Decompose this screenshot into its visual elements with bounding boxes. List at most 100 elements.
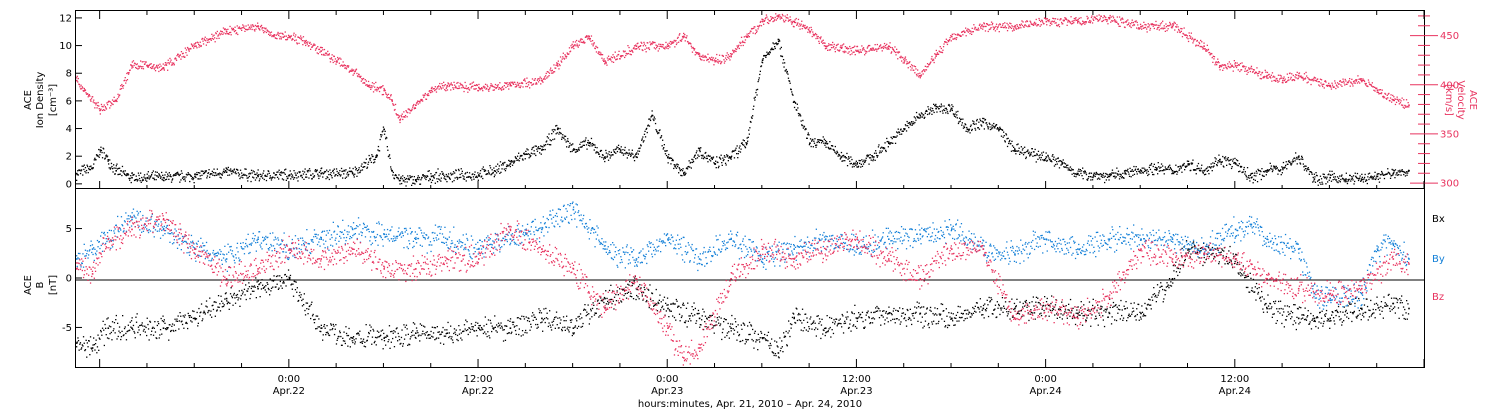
velocity-point [869,49,871,51]
velocity-point [499,82,501,84]
velocity-point [743,41,745,43]
velocity-point [665,47,668,49]
density-point [800,115,802,117]
density-point [1115,176,1117,178]
velocity-point [806,27,808,29]
velocity-point [1352,80,1355,83]
density-point [168,178,170,180]
density-point [1210,167,1212,169]
velocity-point [566,55,568,58]
velocity-point [638,45,640,48]
density-point [105,154,108,156]
velocity-point [1333,86,1335,88]
density-point [258,180,260,182]
density-point [279,173,281,176]
velocity-point [1006,22,1008,25]
velocity-point [443,85,445,87]
velocity-point [669,40,672,43]
density-point [965,130,967,132]
velocity-point [929,62,931,64]
velocity-point [550,67,552,69]
velocity-point [825,47,828,49]
density-point [605,149,607,152]
velocity-point [1326,84,1328,87]
density-point [1337,181,1339,184]
velocity-point [1290,76,1292,78]
density-point [867,154,870,156]
density-point [497,170,499,173]
velocity-point [211,37,213,40]
velocity-point [564,54,566,56]
velocity-point [1024,24,1026,26]
density-point [1130,170,1132,172]
velocity-point [984,25,986,28]
density-point [254,179,257,181]
velocity-point [490,83,492,85]
velocity-point [1245,66,1247,68]
density-point [1283,167,1286,169]
density-point [290,178,292,180]
density-point [1291,161,1293,163]
velocity-point [589,37,591,40]
velocity-point [1011,25,1013,27]
density-point [482,177,484,180]
velocity-point [997,26,999,29]
density-point [646,131,648,134]
velocity-point [160,65,162,67]
density-data-point [1077,172,1079,175]
velocity-point [653,47,655,49]
velocity-point [870,48,872,50]
velocity-point [494,83,497,86]
velocity-point [850,47,852,50]
density-point [560,133,562,135]
velocity-point [952,38,955,40]
density-point [1312,181,1314,183]
density-point [1242,171,1244,173]
velocity-point [1075,17,1077,19]
velocity-point [708,61,710,63]
velocity-point [820,36,822,38]
density-point [122,171,124,173]
velocity-point [1033,22,1035,25]
density-point [936,111,938,113]
density-point [335,174,337,176]
density-point [1106,173,1108,175]
density-point [1343,178,1345,180]
velocity-point [343,65,345,67]
velocity-point [491,85,493,87]
density-point [1119,175,1121,178]
velocity-point [77,77,79,80]
density-point [965,124,967,126]
velocity-point [803,25,805,27]
density-point [554,129,556,131]
density-point [311,178,313,180]
velocity-point [117,96,120,98]
velocity-point [225,33,227,35]
velocity-point [833,43,835,46]
density-point [1121,176,1123,178]
density-point [925,109,928,112]
velocity-point [707,53,709,55]
velocity-point [205,44,207,46]
density-point [799,113,801,116]
density-point [1313,180,1315,182]
velocity-point [1089,19,1091,22]
density-point [1093,175,1095,177]
velocity-point [242,26,244,29]
density-point [258,174,260,176]
velocity-point [1232,70,1234,72]
velocity-point [482,90,484,92]
density-point [166,176,168,178]
density-point [795,102,797,104]
velocity-point [1126,24,1128,26]
velocity-point [348,71,350,73]
density-point [116,168,119,170]
density-point [195,176,197,179]
velocity-point [957,33,959,35]
velocity-point [94,102,97,104]
density-point [324,171,327,173]
density-point [1298,155,1300,157]
velocity-point [934,53,936,55]
density-point [179,181,181,183]
velocity-point [103,104,105,106]
